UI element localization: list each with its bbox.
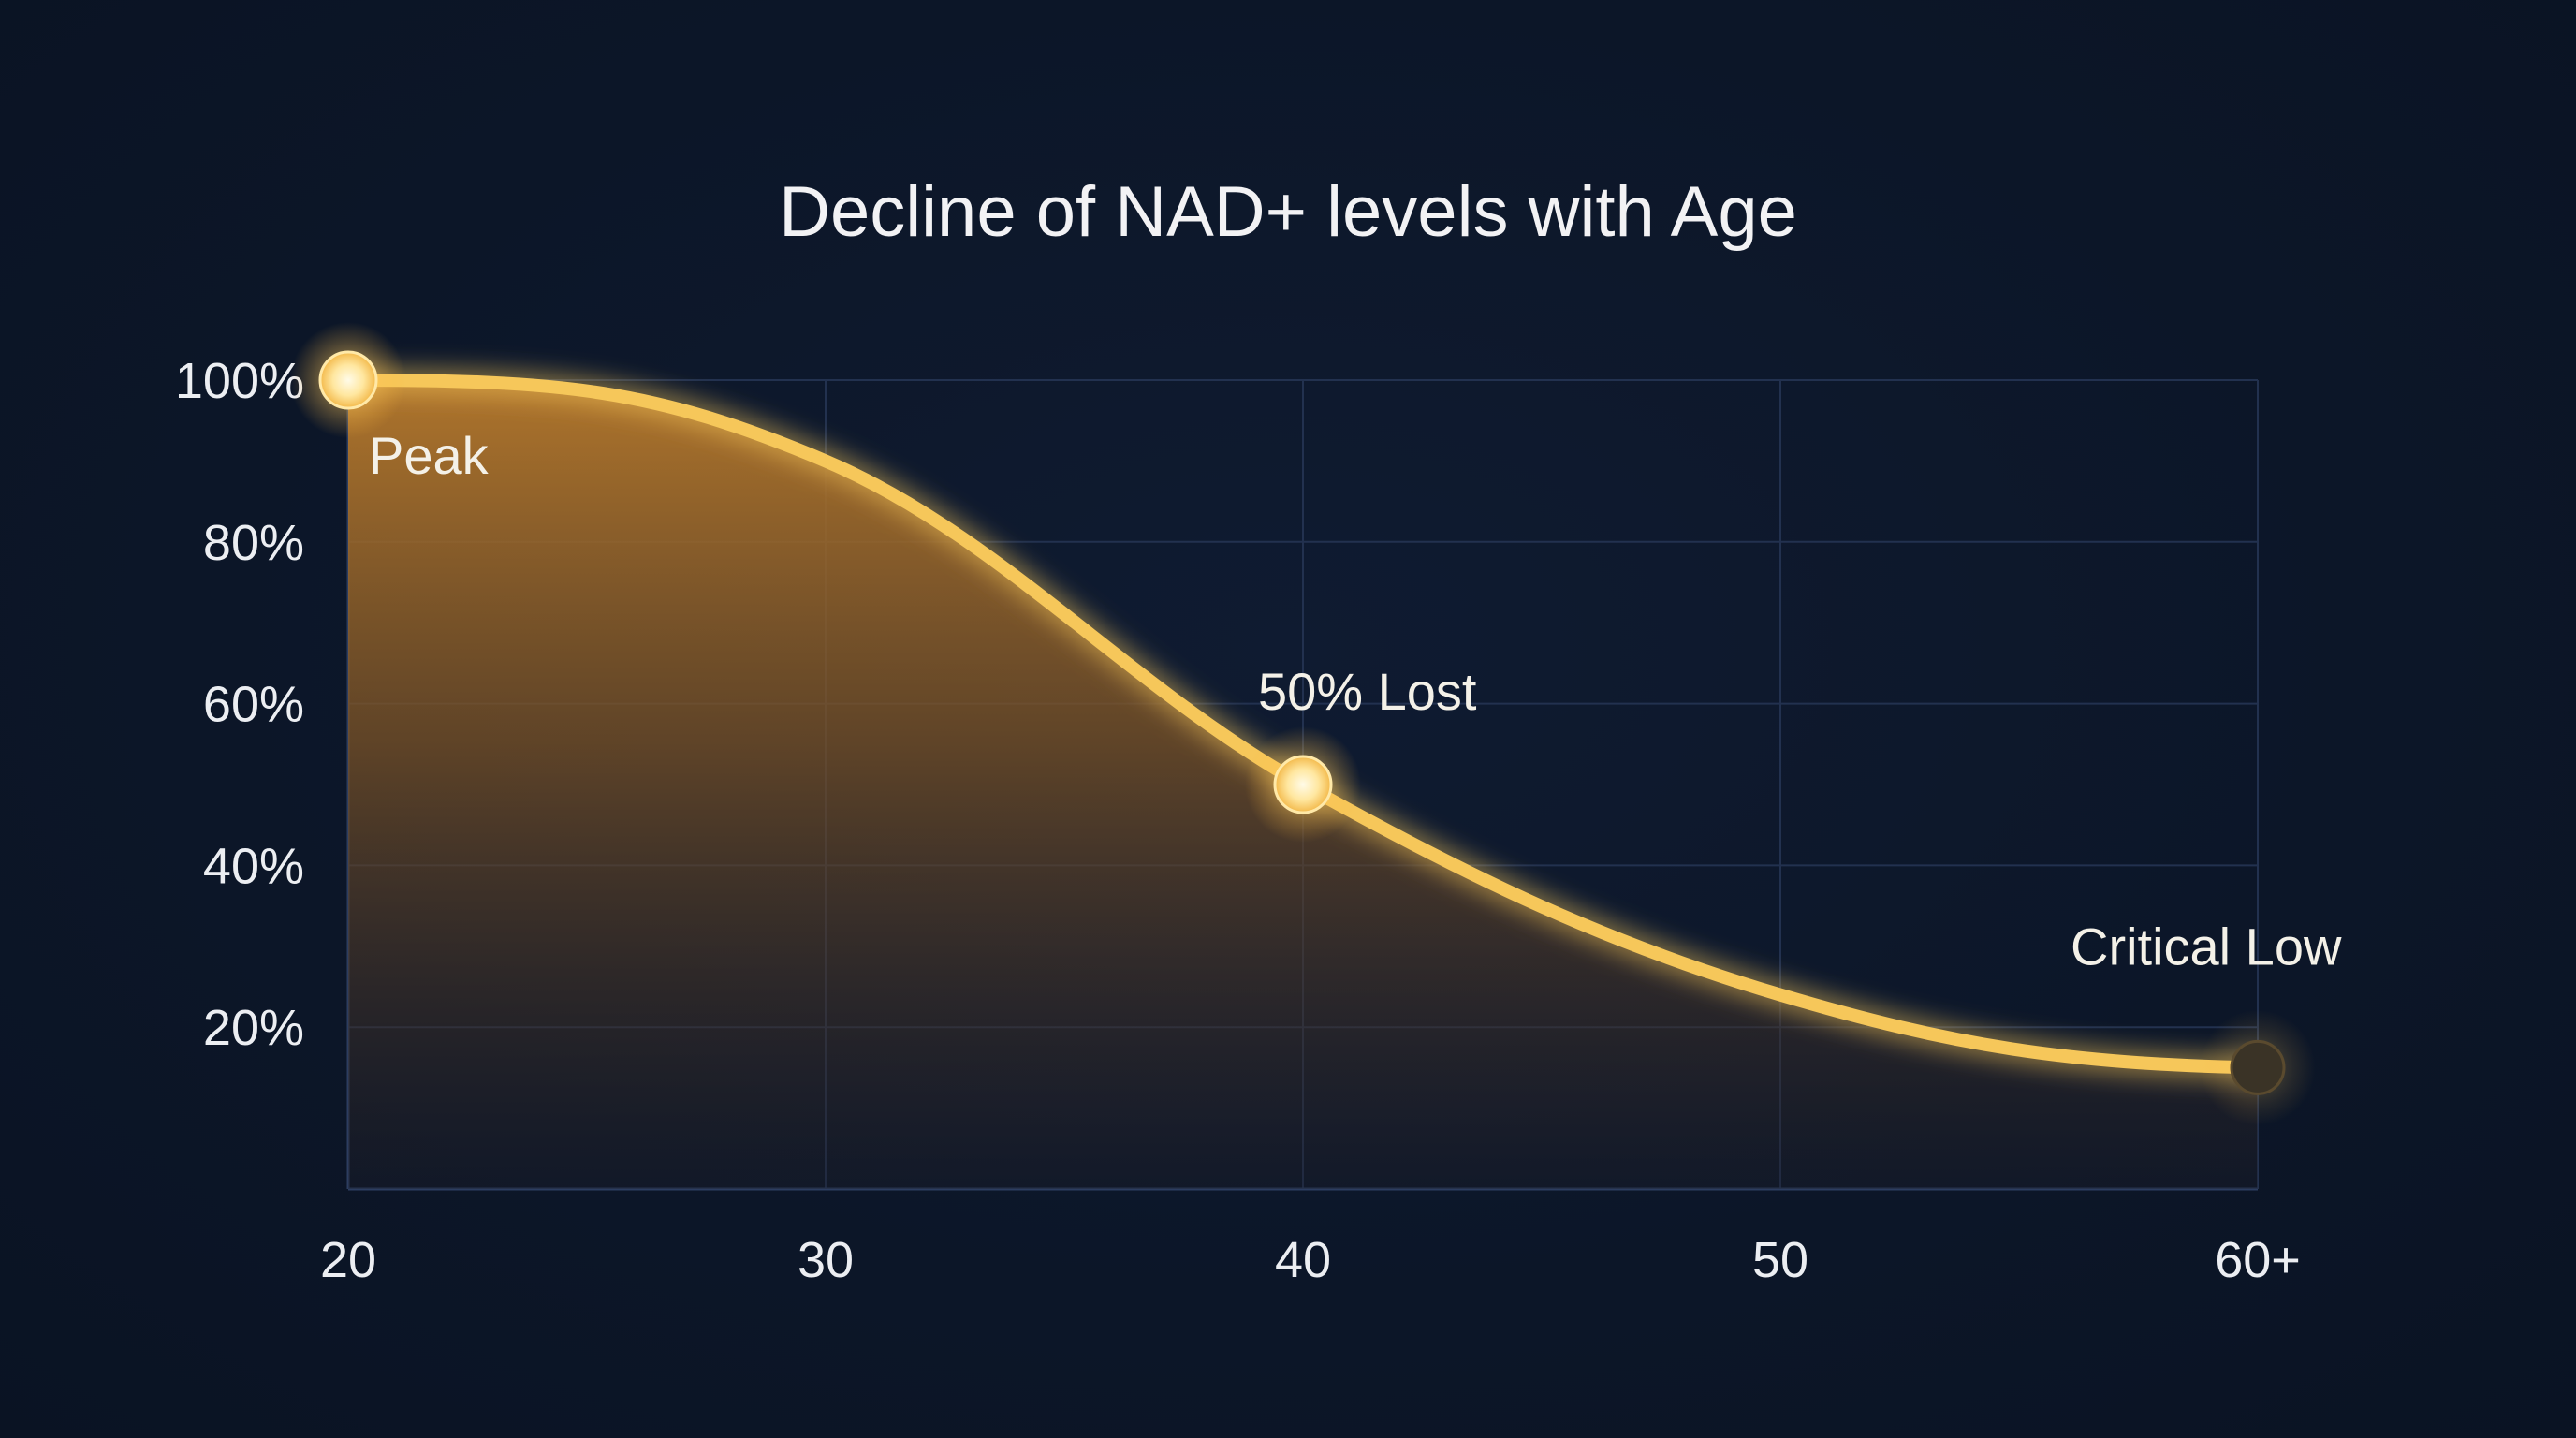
annotations: Peak 50% Lost Critical Low (369, 426, 2342, 976)
annotation-label-2: Critical Low (2071, 917, 2342, 976)
data-point-2 (2230, 1039, 2286, 1095)
x-tick-label-2: 40 (1275, 1232, 1331, 1288)
annotation-label-1: 50% Lost (1258, 662, 1477, 721)
x-tick-label-3: 50 (1752, 1232, 1808, 1288)
tick-labels: 20% 40% 60% 80% 100% 20 30 40 50 60+ (175, 353, 2301, 1288)
y-tick-label-100: 100% (175, 353, 304, 409)
y-tick-label-20: 20% (203, 1000, 304, 1056)
x-tick-label-4: 60+ (2215, 1232, 2301, 1288)
y-tick-label-80: 80% (203, 515, 304, 571)
y-tick-label-60: 60% (203, 677, 304, 733)
y-tick-label-40: 40% (203, 838, 304, 894)
x-tick-label-1: 30 (798, 1232, 854, 1288)
data-points (290, 322, 2316, 1126)
data-point-1 (1273, 755, 1333, 814)
data-point-0 (318, 350, 378, 410)
chart-title: Decline of NAD+ levels with Age (779, 172, 1797, 252)
annotation-label-0: Peak (369, 426, 490, 485)
x-tick-label-0: 20 (320, 1232, 376, 1288)
